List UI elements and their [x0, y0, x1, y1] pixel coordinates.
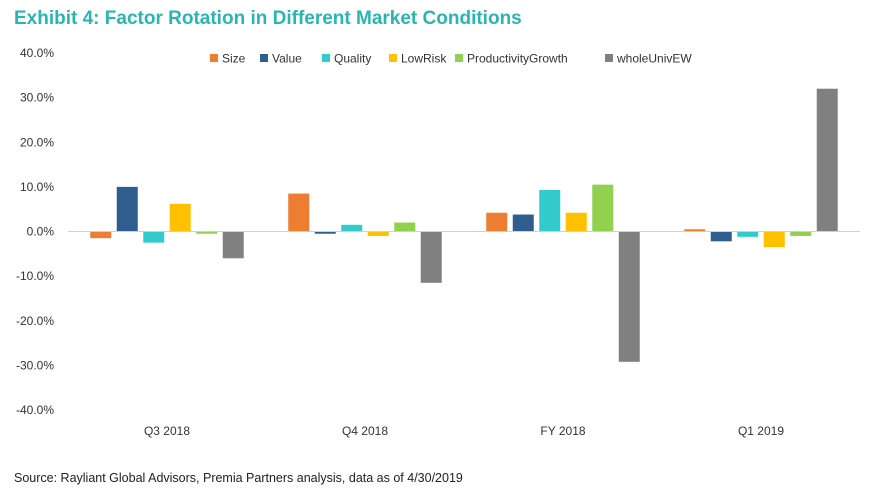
chart-title: Exhibit 4: Factor Rotation in Different …	[14, 8, 522, 29]
y-tick-label: -10.0%	[16, 269, 54, 283]
legend-swatch-value	[260, 54, 268, 62]
bar-size-2	[288, 193, 310, 232]
legend-label-wholeunivew: wholeUnivEW	[616, 52, 692, 66]
bar-value-4	[710, 231, 732, 242]
y-tick-label: 40.0%	[20, 46, 54, 60]
bar-wholeunivew-3	[618, 231, 640, 362]
legend-label-value: Value	[272, 52, 302, 66]
bar-lowrisk-2	[367, 231, 389, 236]
bar-size-3	[486, 212, 508, 232]
source-note: Source: Rayliant Global Advisors, Premia…	[14, 471, 463, 485]
bar-productivitygrowth-4	[790, 231, 812, 236]
x-tick-label: Q3 2018	[144, 424, 190, 438]
bar-size-4	[684, 229, 706, 232]
y-tick-label: 20.0%	[20, 135, 54, 149]
bar-value-1	[116, 186, 138, 232]
legend-label-quality: Quality	[334, 52, 371, 66]
bar-quality-3	[539, 189, 561, 232]
bars	[90, 88, 838, 362]
y-axis: 40.0% 30.0% 20.0% 10.0% 0.0% -10.0% -20.0% -30.…	[16, 46, 54, 417]
legend-label-lowrisk: LowRisk	[401, 52, 447, 66]
bar-productivitygrowth-1	[196, 231, 218, 234]
legend-swatch-productivitygrowth	[455, 54, 463, 62]
bar-value-3	[512, 214, 534, 232]
bar-wholeunivew-4	[816, 88, 838, 232]
bar-wholeunivew-2	[420, 231, 442, 283]
legend-swatch-lowrisk	[389, 54, 397, 62]
bar-size-1	[90, 231, 112, 239]
legend-swatch-size	[210, 54, 218, 62]
y-tick-label: -30.0%	[16, 358, 54, 372]
bar-productivitygrowth-3	[592, 184, 614, 232]
bar-quality-2	[341, 224, 363, 232]
legend-swatch-quality	[322, 54, 330, 62]
x-tick-label: FY 2018	[540, 424, 585, 438]
y-tick-label: -20.0%	[16, 314, 54, 328]
y-tick-label: 30.0%	[20, 91, 54, 105]
bar-value-2	[314, 231, 336, 234]
legend-label-productivitygrowth: ProductivityGrowth	[467, 52, 568, 66]
bar-wholeunivew-1	[222, 231, 244, 259]
y-tick-label: -40.0%	[16, 403, 54, 417]
y-tick-label: 10.0%	[20, 180, 54, 194]
bar-lowrisk-3	[565, 212, 587, 232]
bar-lowrisk-4	[763, 231, 785, 248]
x-tick-label: Q1 2019	[738, 424, 784, 438]
bar-productivitygrowth-2	[394, 222, 416, 232]
x-tick-label: Q4 2018	[342, 424, 388, 438]
legend-swatch-wholeunivew	[605, 54, 613, 62]
x-axis: Q3 2018 Q4 2018 FY 2018 Q1 2019	[144, 424, 784, 438]
bar-quality-4	[737, 231, 759, 237]
legend: Size Value Quality LowRisk ProductivityGrowt…	[210, 52, 692, 66]
bar-chart: 40.0% 30.0% 20.0% 10.0% 0.0% -10.0% -20.0% -30.…	[16, 46, 860, 438]
bar-quality-1	[143, 231, 165, 243]
y-tick-label: 0.0%	[27, 225, 55, 239]
legend-label-size: Size	[222, 52, 246, 66]
bar-lowrisk-1	[169, 203, 191, 232]
